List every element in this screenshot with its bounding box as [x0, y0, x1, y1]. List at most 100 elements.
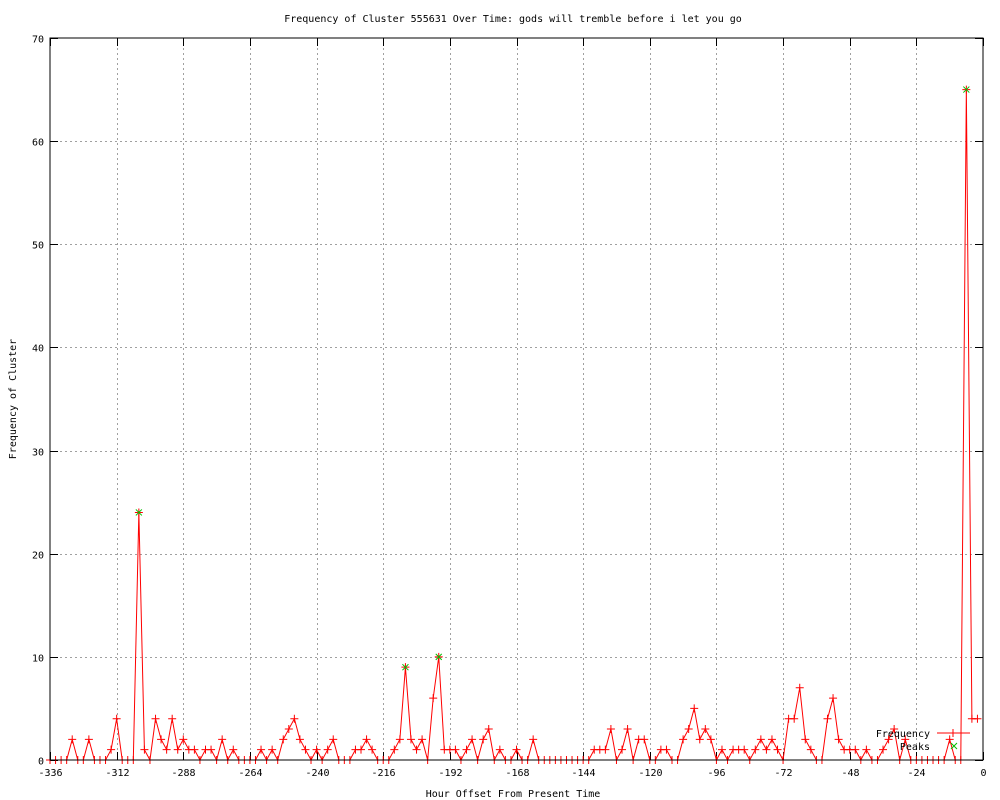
frequency-point: [484, 725, 493, 734]
frequency-point: [495, 745, 504, 754]
frequency-point: [823, 714, 832, 723]
frequency-point: [767, 735, 776, 744]
frequency-point: [68, 735, 77, 744]
frequency-point: [751, 745, 760, 754]
x-tick-label: -216: [371, 768, 395, 779]
frequency-point: [806, 745, 815, 754]
frequency-point: [945, 735, 954, 744]
frequency-point: [301, 745, 310, 754]
frequency-point: [884, 735, 893, 744]
frequency-point: [229, 745, 238, 754]
peak-point: [962, 86, 970, 93]
frequency-point: [706, 735, 715, 744]
frequency-point: [295, 735, 304, 744]
frequency-point: [834, 735, 843, 744]
plot-border: [49, 37, 984, 761]
frequency-point: [362, 735, 371, 744]
frequency-point: [173, 745, 182, 754]
frequency-point: [279, 735, 288, 744]
frequency-point: [529, 735, 538, 744]
frequency-line: [50, 89, 978, 762]
frequency-point: [756, 735, 765, 744]
x-tick-label: -48: [841, 768, 859, 779]
frequency-point: [618, 745, 627, 754]
frequency-point: [606, 725, 615, 734]
ticks: -336 -312 -288 -264 -240 -216 -192 -168 -144 -120…: [32, 35, 987, 780]
x-tick-label: -168: [505, 768, 529, 779]
frequency-point: [973, 714, 982, 723]
frequency-point: [679, 735, 688, 744]
legend-marker-peaks: [950, 742, 958, 750]
frequency-point: [429, 694, 438, 703]
frequency-point: [162, 745, 171, 754]
frequency-point: [218, 735, 227, 744]
x-tick-label: -312: [105, 768, 129, 779]
frequency-point: [862, 745, 871, 754]
legend: Frequency Peaks: [876, 729, 970, 753]
frequency-point: [901, 735, 910, 744]
frequency-point: [329, 735, 338, 744]
frequency-point: [851, 745, 860, 754]
frequency-point: [257, 745, 266, 754]
frequency-point: [801, 735, 810, 744]
frequency-point: [418, 735, 427, 744]
frequency-point: [451, 745, 460, 754]
frequency-point: [207, 745, 216, 754]
frequency-point: [717, 745, 726, 754]
peak-point: [435, 653, 443, 661]
frequency-point: [357, 745, 365, 754]
frequency-point: [406, 735, 415, 744]
y-tick-label: 10: [32, 654, 44, 665]
frequency-point: [312, 745, 321, 754]
frequency-point: [690, 704, 699, 713]
frequency-point: [795, 683, 804, 692]
x-tick-label: -24: [907, 768, 925, 779]
peak-point: [135, 509, 143, 516]
peak-point: [402, 663, 409, 671]
frequency-point: [740, 745, 749, 754]
frequency-point: [290, 714, 299, 723]
frequency-point: [140, 745, 149, 754]
y-tick-label: 70: [32, 35, 44, 46]
frequency-point: [829, 694, 838, 703]
y-axis-label: Frequency of Cluster: [8, 339, 19, 459]
frequency-point: [890, 725, 899, 734]
y-tick-label: 20: [32, 551, 44, 562]
frequency-point: [662, 745, 671, 754]
frequency-point: [268, 745, 277, 754]
frequency-point: [773, 745, 782, 754]
grid: [50, 38, 983, 760]
legend-label-frequency: Frequency: [876, 729, 930, 740]
frequency-point: [157, 735, 166, 744]
frequency-point: [284, 725, 293, 734]
frequency-point: [684, 725, 693, 734]
frequency-point: [84, 735, 93, 744]
y-tick-label: 30: [32, 448, 44, 459]
frequency-point: [512, 745, 521, 754]
frequency-point: [412, 745, 421, 754]
x-tick-label: -240: [305, 768, 329, 779]
x-tick-label: 0: [980, 768, 986, 779]
x-tick-label: -72: [774, 768, 792, 779]
x-tick-label: -96: [707, 768, 725, 779]
frequency-point: [107, 745, 116, 754]
frequency-point: [640, 735, 649, 744]
frequency-point: [179, 735, 188, 744]
frequency-point: [879, 745, 888, 754]
frequency-point: [368, 745, 377, 754]
frequency-point: [479, 735, 488, 744]
frequency-point: [168, 714, 177, 723]
x-tick-label: -192: [438, 768, 462, 779]
y-tick-label: 60: [32, 138, 44, 149]
frequency-point: [701, 725, 710, 734]
y-tick-label: 40: [32, 344, 44, 355]
y-tick-label: 50: [32, 241, 44, 252]
frequency-point: [112, 714, 121, 723]
frequency-point: [762, 745, 771, 754]
x-tick-label: -288: [171, 768, 195, 779]
chart-title: Frequency of Cluster 555631 Over Time: g…: [284, 14, 742, 25]
x-tick-label: -144: [571, 768, 595, 779]
x-axis-label: Hour Offset From Present Time: [426, 789, 601, 800]
